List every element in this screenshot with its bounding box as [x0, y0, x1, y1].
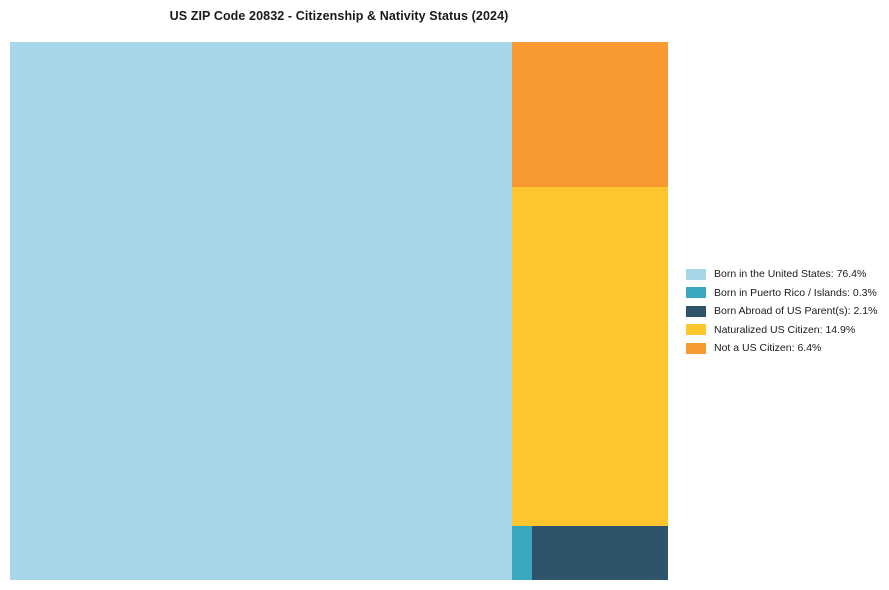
legend-label-naturalized: Naturalized US Citizen: 14.9% — [714, 323, 856, 336]
legend-swatch-naturalized — [686, 324, 706, 336]
treemap-block-born-pr — [512, 525, 532, 580]
legend-swatch-born-abroad — [686, 305, 706, 317]
treemap-block-naturalized — [512, 187, 668, 526]
legend-item-born-abroad: Born Abroad of US Parent(s): 2.1% — [686, 302, 877, 321]
legend-item-born-us: Born in the United States: 76.4% — [686, 265, 877, 284]
legend-item-born-pr: Born in Puerto Rico / Islands: 0.3% — [686, 284, 877, 303]
treemap-block-born-us — [10, 42, 513, 580]
legend-label-born-pr: Born in Puerto Rico / Islands: 0.3% — [714, 286, 877, 299]
legend-item-naturalized: Naturalized US Citizen: 14.9% — [686, 321, 877, 340]
treemap-chart — [10, 42, 668, 580]
legend-label-born-us: Born in the United States: 76.4% — [714, 268, 867, 281]
legend-swatch-not-citizen — [686, 342, 706, 354]
legend-swatch-born-pr — [686, 287, 706, 299]
treemap-block-born-abroad — [531, 525, 668, 580]
legend-label-not-citizen: Not a US Citizen: 6.4% — [714, 342, 822, 355]
legend-label-born-abroad: Born Abroad of US Parent(s): 2.1% — [714, 305, 878, 318]
treemap-block-not-citizen — [512, 42, 668, 188]
chart-title: US ZIP Code 20832 - Citizenship & Nativi… — [169, 9, 509, 23]
legend: Born in the United States: 76.4% Born in… — [686, 265, 877, 358]
legend-swatch-born-us — [686, 268, 706, 280]
legend-item-not-citizen: Not a US Citizen: 6.4% — [686, 339, 877, 358]
